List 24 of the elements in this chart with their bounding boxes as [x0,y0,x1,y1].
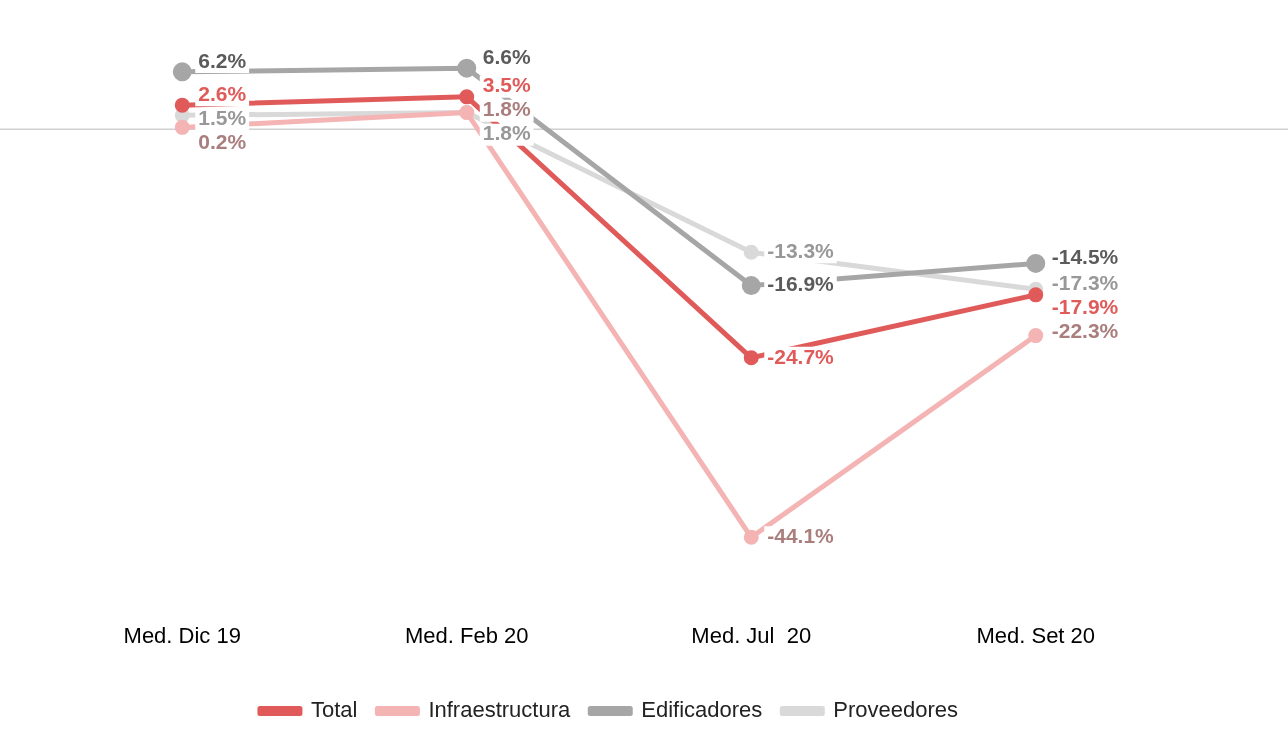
legend-label: Total [310,697,358,723]
data-label: 1.8% [482,121,531,145]
data-label: 6.2% [198,48,247,72]
x-tick-label: Med. Set 20 [976,622,1096,648]
data-label: -17.3% [1051,271,1119,295]
x-tick-label: Med. Feb 20 [404,622,529,648]
data-label: -22.3% [1051,319,1119,343]
data-label: -24.7% [767,344,835,368]
data-label: 1.5% [198,106,247,130]
x-tick-label: Med. Jul 20 [691,622,812,648]
data-label: -17.9% [1051,295,1119,319]
data-label: 1.8% [482,97,531,121]
data-label: 2.6% [198,82,247,106]
data-label: -44.1% [767,524,835,548]
data-label: 3.5% [482,73,531,97]
data-label: 6.6% [482,44,531,68]
legend-label: Edificadores [641,697,763,723]
data-label: -13.3% [767,239,835,263]
data-label: -16.9% [767,272,835,296]
legend-label: Proveedores [833,697,959,723]
legend-label: Infraestructura [428,697,572,723]
x-tick-label: Med. Dic 19 [123,622,241,648]
data-label: -14.5% [1051,245,1119,269]
data-label: 0.2% [198,130,247,154]
